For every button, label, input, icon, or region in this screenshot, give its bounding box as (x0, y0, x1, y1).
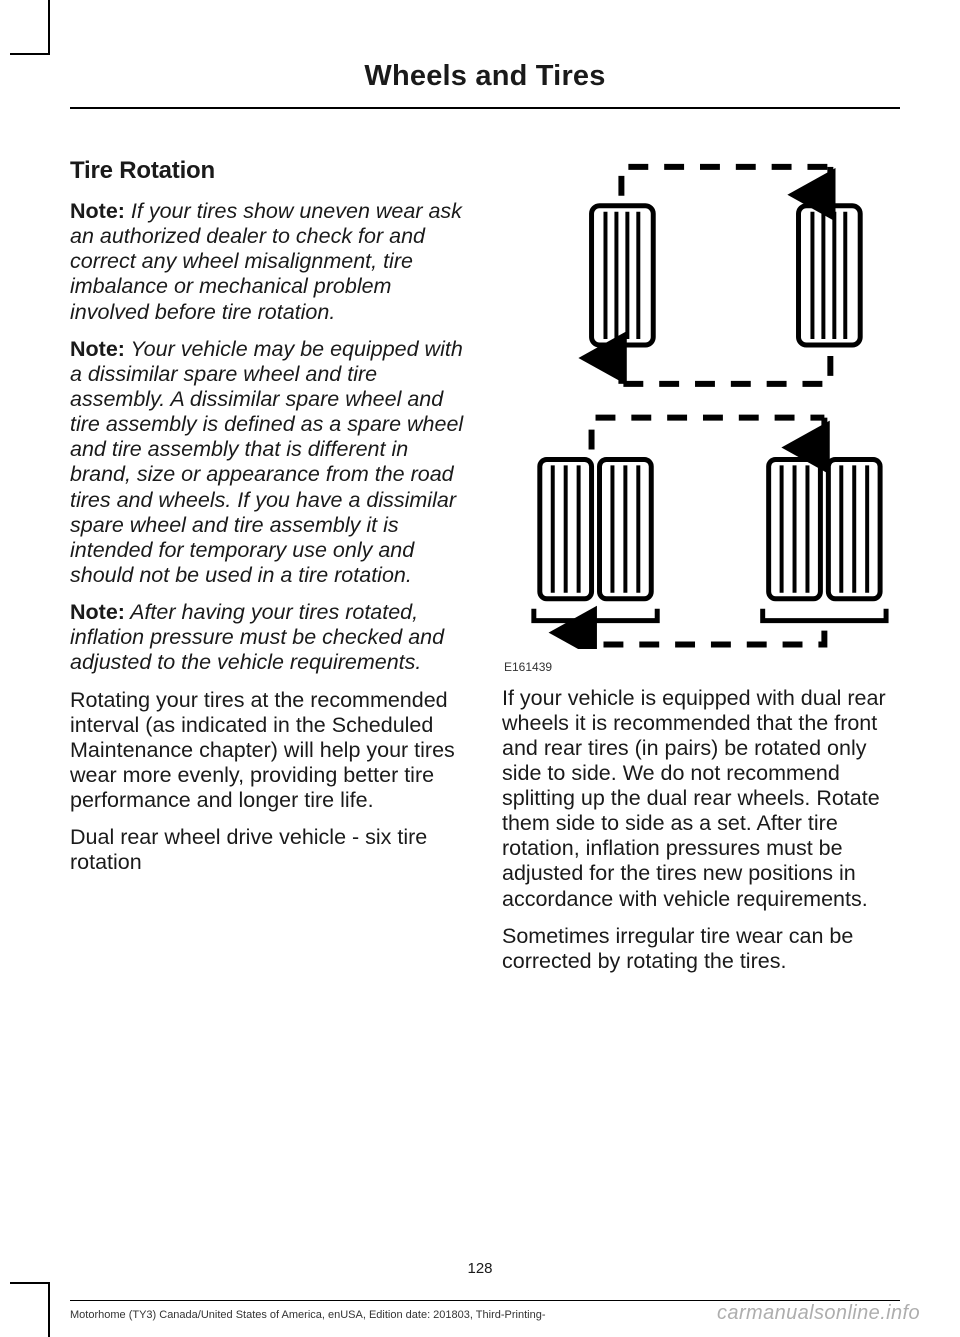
body-rotation-interval: Rotating your tires at the recommended i… (70, 688, 468, 814)
crop-mark-top-left (10, 0, 50, 55)
page: Wheels and Tires Tire Rotation Note: If … (0, 0, 960, 1337)
right-column: E161439 If your vehicle is equipped with… (502, 157, 900, 986)
note-text: If your tires show uneven wear ask an au… (70, 199, 462, 324)
note-text: After having your tires rotated, inflati… (70, 600, 444, 674)
watermark-text: carmanualsonline.info (717, 1302, 920, 1325)
tire-rear-left-dual-icon (534, 459, 657, 620)
tire-front-right-icon (799, 206, 861, 345)
page-number: 128 (0, 1260, 960, 1277)
note-text: Your vehicle may be equipped with a diss… (70, 337, 463, 587)
tire-rotation-diagram (502, 151, 900, 654)
body-irregular-wear: Sometimes irregular tire wear can be cor… (502, 924, 900, 974)
page-header-title: Wheels and Tires (70, 50, 900, 109)
note-label: Note: (70, 600, 125, 624)
body-dual-rear-instructions: If your vehicle is equipped with dual re… (502, 686, 900, 912)
section-heading-tire-rotation: Tire Rotation (70, 157, 468, 185)
body-dual-rear-heading: Dual rear wheel drive vehicle - six tire… (70, 825, 468, 875)
rotation-diagram-svg (502, 151, 900, 649)
footer-divider (70, 1300, 900, 1301)
note-label: Note: (70, 199, 125, 223)
left-column: Tire Rotation Note: If your tires show u… (70, 157, 468, 986)
footer-edition-text: Motorhome (TY3) Canada/United States of … (70, 1309, 546, 1321)
note-dissimilar-spare: Note: Your vehicle may be equipped with … (70, 337, 468, 588)
note-label: Note: (70, 337, 125, 361)
note-uneven-wear: Note: If your tires show uneven wear ask… (70, 199, 468, 325)
two-column-layout: Tire Rotation Note: If your tires show u… (70, 157, 900, 986)
note-inflation-pressure: Note: After having your tires rotated, i… (70, 600, 468, 675)
crop-mark-bottom-left (10, 1282, 50, 1337)
figure-reference-number: E161439 (504, 660, 900, 674)
tire-front-left-icon (592, 206, 654, 345)
tire-rear-right-dual-icon (763, 459, 886, 620)
